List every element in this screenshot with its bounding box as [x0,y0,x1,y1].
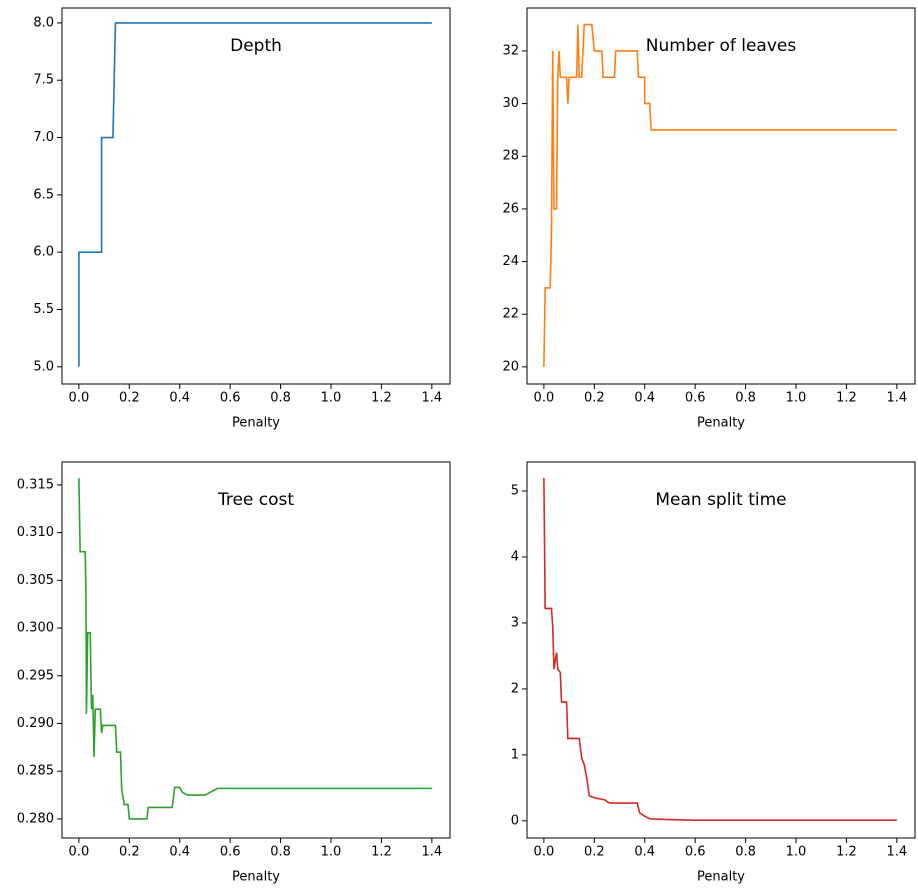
x-tick-label: 1.2 [836,391,857,406]
x-tick-label: 1.4 [422,845,443,860]
y-tick-label: 26 [502,201,519,216]
y-tick-label: 4 [511,549,519,564]
y-tick-label: 0.310 [17,525,54,540]
subplot: 0.0 0.2 0.4 0.6 0.8 1.0 1.2 1.4 20 22 24 26 28 30 32 Nu… [502,7,916,431]
x-tick-label: 0.4 [169,845,190,860]
chart-title: Mean split time [655,490,786,510]
y-tick-label: 0.295 [17,668,54,683]
y-tick-label: 5 [511,484,519,499]
x-tick-label: 1.0 [786,391,807,406]
y-tick-label: 0.315 [17,477,54,492]
x-tick-label: 1.0 [321,391,342,406]
x-tick-label: 0.2 [119,391,140,406]
x-tick-label: 0.0 [69,845,90,860]
y-tick-label: 20 [502,359,519,374]
x-axis-label: Penalty [697,870,745,885]
y-tick-label: 28 [502,149,519,164]
subplot: 0.0 0.2 0.4 0.6 0.8 1.0 1.2 1.4 0 1 2 3 4 5 Mean split… [511,461,916,885]
data-line [543,23,897,367]
y-tick-label: 7.5 [33,73,54,88]
x-tick-label: 1.2 [836,845,857,860]
subplot: 0.0 0.2 0.4 0.6 0.8 1.0 1.2 1.4 0.280 0.285 0.290 0… [17,461,451,885]
x-tick-label: 0.2 [584,845,605,860]
y-tick-label: 0.300 [17,621,54,636]
subplot: 0.0 0.2 0.4 0.6 0.8 1.0 1.2 1.4 5.0 5.5 6.0 6.5 7.0 7… [33,7,451,431]
y-tick-label: 6.5 [33,187,54,202]
chart-title: Number of leaves [646,36,797,56]
y-tick-label: 7.0 [33,130,54,145]
y-tick-label: 22 [502,307,519,322]
y-tick-label: 8.0 [33,15,54,30]
y-tick-label: 1 [511,747,519,762]
y-tick-label: 6.0 [33,245,54,260]
x-tick-label: 1.0 [786,845,807,860]
x-tick-label: 1.4 [422,391,443,406]
x-tick-label: 0.8 [735,391,756,406]
y-tick-label: 2 [511,681,519,696]
y-tick-label: 0.305 [17,573,54,588]
x-tick-label: 1.2 [371,845,392,860]
x-axis-label: Penalty [232,870,280,885]
y-tick-label: 24 [502,254,519,269]
y-tick-label: 32 [502,43,519,58]
x-tick-label: 0.8 [270,845,291,860]
x-axis-label: Penalty [232,416,280,431]
x-tick-label: 0.0 [534,845,555,860]
axes-frame [526,7,916,385]
x-tick-label: 0.8 [270,391,291,406]
x-tick-label: 0.2 [119,845,140,860]
axes-frame [61,461,451,839]
x-tick-label: 0.6 [685,845,706,860]
data-line [543,477,897,821]
x-tick-label: 0.6 [220,845,241,860]
chart-title: Depth [230,36,282,56]
x-tick-label: 0.6 [685,391,706,406]
x-tick-label: 1.2 [371,391,392,406]
x-tick-label: 0.4 [634,845,655,860]
data-line [78,478,432,820]
y-tick-label: 30 [502,96,519,111]
y-tick-label: 0 [511,813,519,828]
y-tick-label: 0.285 [17,764,54,779]
y-tick-label: 0.280 [17,811,54,826]
x-tick-label: 0.6 [220,391,241,406]
x-tick-label: 0.8 [735,845,756,860]
y-tick-label: 0.290 [17,716,54,731]
axes-frame [526,461,916,839]
y-tick-label: 3 [511,615,519,630]
x-tick-label: 0.2 [584,391,605,406]
y-tick-label: 5.0 [33,359,54,374]
axes-frame [61,7,451,385]
x-tick-label: 0.0 [69,391,90,406]
chart-title: Tree cost [217,490,294,510]
data-line [78,22,432,367]
x-tick-label: 0.0 [534,391,555,406]
x-tick-label: 1.4 [887,391,908,406]
x-tick-label: 1.0 [321,845,342,860]
x-axis-label: Penalty [697,416,745,431]
x-tick-label: 0.4 [169,391,190,406]
y-tick-label: 5.5 [33,302,54,317]
x-tick-label: 1.4 [887,845,908,860]
x-tick-label: 0.4 [634,391,655,406]
